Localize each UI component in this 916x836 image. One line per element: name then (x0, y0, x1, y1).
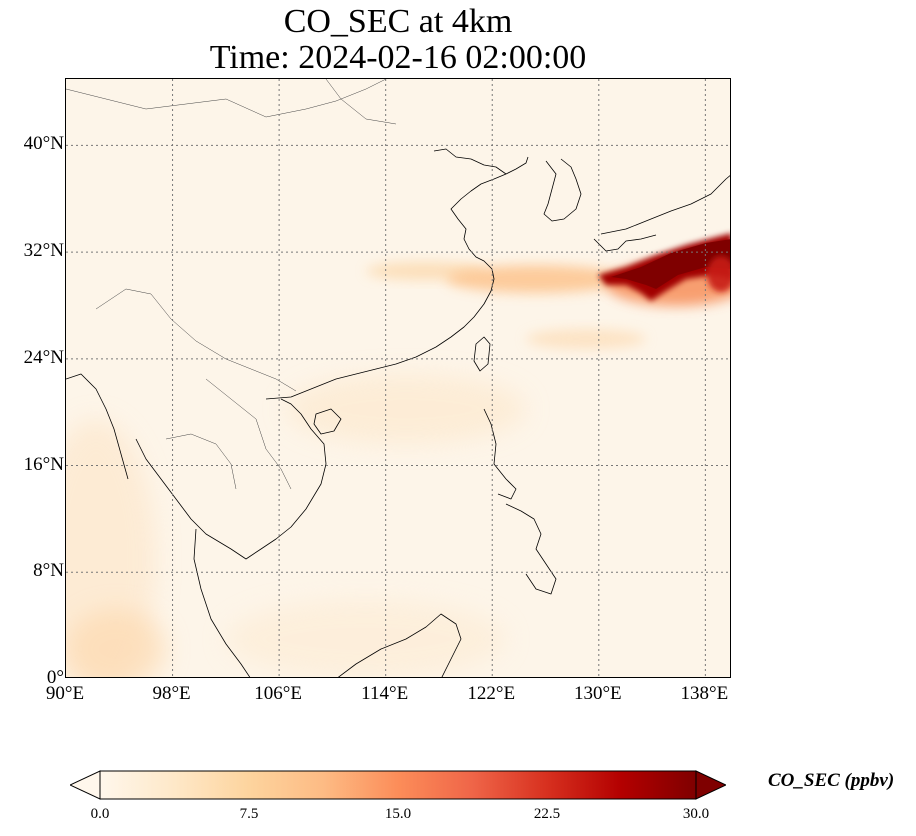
lat-tick-label: 8°N (33, 560, 64, 582)
colorbar-tick-label: 22.5 (533, 806, 561, 822)
colorbar-extend-min (68, 770, 101, 800)
malay-peninsula (193, 528, 251, 677)
map-canvas (66, 79, 730, 677)
country-borders (66, 79, 397, 490)
lat-tick-label: 40°N (23, 133, 64, 155)
border-mongolia (325, 79, 397, 125)
colorbar-extend-max (695, 770, 728, 800)
lon-tick-label: 90°E (45, 683, 85, 704)
colorbar-tick-label: 0.0 (90, 806, 110, 822)
colorbar-label: CO_SEC (ppbv) (768, 770, 895, 791)
lat-tick-label: 32°N (23, 240, 64, 262)
colorbar (68, 770, 728, 800)
philippines-visayas (505, 503, 557, 595)
border-laos-vietnam (205, 378, 292, 490)
lon-tick-label: 98°E (152, 683, 191, 704)
lon-tick-label: 138°E (680, 683, 729, 704)
gridlines (66, 79, 730, 677)
korea (543, 158, 582, 222)
lon-tick-label: 114°E (361, 683, 409, 704)
haze-southwest (66, 609, 166, 677)
plume-east-edge (707, 256, 730, 292)
lon-tick-label: 130°E (573, 683, 622, 704)
plume-core-inner (611, 239, 730, 289)
lat-tick-label: 16°N (23, 453, 64, 475)
title-line-1: CO_SEC at 4km (283, 3, 513, 40)
plume-band-mid (446, 265, 626, 293)
philippines-luzon (483, 408, 517, 500)
lon-tick-label: 106°E (254, 683, 302, 704)
coastlines (66, 148, 730, 677)
title-line-2: Time: 2024-02-16 02:00:00 (209, 39, 587, 76)
map-title: CO_SEC at 4km Time: 2024-02-16 02:00:00 (65, 4, 731, 76)
colorbar-tick-label: 7.5 (239, 806, 259, 822)
colorbar-tick-label: 15.0 (384, 806, 412, 822)
bohai-coast (433, 148, 507, 175)
lat-tick-label: 0° (46, 667, 64, 688)
borneo-north (337, 613, 462, 677)
lat-tick-label: 24°N (23, 346, 64, 368)
map-panel (65, 78, 731, 678)
colorbar-svg (68, 770, 728, 800)
colorbar-tick-label: 30.0 (682, 806, 710, 822)
haze-south (226, 599, 506, 677)
japan-honshu (600, 175, 730, 235)
taiwan (473, 336, 491, 372)
hainan (313, 408, 342, 435)
japan-shikoku-kyushu (593, 234, 657, 252)
burma-coast (66, 373, 129, 480)
border-china-south (95, 288, 297, 392)
indochina (135, 398, 327, 560)
colorbar-body (99, 770, 697, 800)
lon-tick-label: 122°E (467, 683, 516, 704)
haze-south-china-sea (286, 374, 526, 444)
border-thailand (165, 433, 237, 490)
border-china-north (66, 79, 387, 118)
concentration-field (66, 233, 730, 677)
plume-band-south (526, 329, 646, 349)
